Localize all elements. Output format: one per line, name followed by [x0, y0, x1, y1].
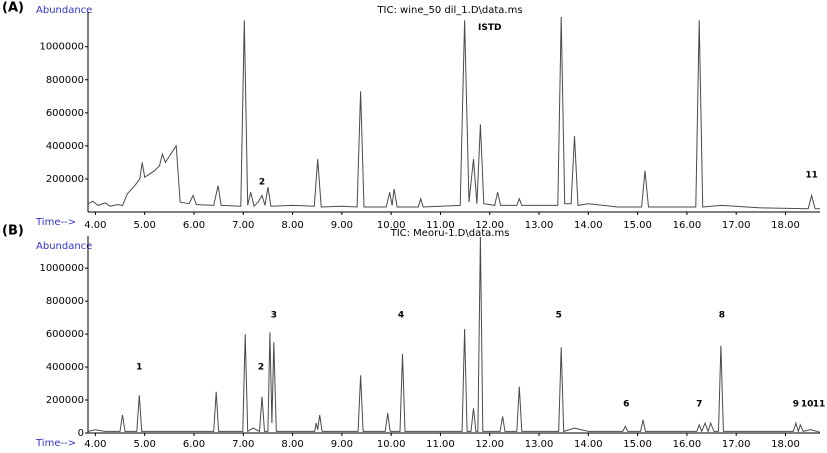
y-tick-label: 800000 — [46, 296, 84, 307]
peak-label: 6 — [623, 400, 629, 410]
x-tick-label: 10.00 — [377, 220, 406, 231]
peak-label: 10 — [801, 400, 814, 410]
x-tick-label: 13.00 — [525, 220, 554, 231]
panel-label: (A) — [2, 1, 24, 16]
tic-trace — [87, 16, 820, 210]
x-tick-label: 8.00 — [281, 439, 303, 450]
y-tick-label: 1000000 — [39, 42, 84, 53]
x-tick-label: 9.00 — [331, 220, 353, 231]
x-tick-label: 4.00 — [84, 220, 106, 231]
x-tick-label: 16.00 — [673, 439, 702, 450]
x-tick-label: 12.00 — [475, 220, 504, 231]
peak-label: 3 — [271, 311, 277, 321]
x-tick-label: 15.00 — [623, 220, 652, 231]
x-tick-label: 7.00 — [232, 220, 254, 231]
x-tick-label: 14.00 — [574, 220, 603, 231]
y-tick-label: 400000 — [46, 141, 84, 152]
y-tick-label: 600000 — [46, 329, 84, 340]
y-axis-label: Abundance — [36, 5, 92, 16]
y-tick-label: 600000 — [46, 108, 84, 119]
x-tick-label: 17.00 — [722, 439, 751, 450]
x-tick-label: 16.00 — [673, 220, 702, 231]
peak-label: 5 — [556, 311, 562, 321]
x-tick-label: 18.00 — [771, 439, 800, 450]
x-tick-label: 4.00 — [84, 439, 106, 450]
x-tick-label: 5.00 — [134, 220, 156, 231]
x-tick-label: 7.00 — [232, 439, 254, 450]
y-tick-label: 800000 — [46, 75, 84, 86]
chart-title: TIC: Meoru-1.D\data.ms — [390, 228, 510, 239]
y-tick-label: 200000 — [46, 395, 84, 406]
y-tick-label: 0 — [78, 428, 84, 439]
peak-label: 8 — [719, 311, 725, 321]
x-tick-label: 11.00 — [426, 220, 455, 231]
x-tick-label: 8.00 — [281, 220, 303, 231]
y-axis-label: Abundance — [36, 241, 92, 252]
y-tick-label: 1000000 — [39, 263, 84, 274]
x-axis-label: Time--> — [35, 438, 76, 449]
peak-label: 9 — [793, 400, 799, 410]
peak-label: 11 — [813, 400, 826, 410]
x-tick-label: 5.00 — [134, 439, 156, 450]
peak-label: 4 — [398, 311, 404, 321]
peak-label: 2 — [258, 363, 264, 373]
peak-label: 11 — [805, 170, 818, 180]
x-tick-label: 14.00 — [574, 439, 603, 450]
x-tick-label: 9.00 — [331, 439, 353, 450]
x-tick-label: 12.00 — [475, 439, 504, 450]
x-tick-label: 13.00 — [525, 439, 554, 450]
peak-label: 2 — [259, 178, 265, 188]
x-axis-label: Time--> — [35, 217, 76, 228]
peak-label: 1 — [136, 363, 142, 373]
x-tick-label: 10.00 — [377, 439, 406, 450]
x-tick-label: 6.00 — [183, 439, 205, 450]
peak-label: 7 — [696, 400, 702, 410]
panel-label: (B) — [2, 224, 24, 239]
x-tick-label: 6.00 — [183, 220, 205, 231]
x-tick-label: 17.00 — [722, 220, 751, 231]
y-tick-label: 200000 — [46, 174, 84, 185]
chart-title: TIC: wine_50 dil_1.D\data.ms — [376, 5, 522, 16]
y-tick-label: 400000 — [46, 362, 84, 373]
x-tick-label: 11.00 — [426, 439, 455, 450]
x-tick-label: 18.00 — [771, 220, 800, 231]
peak-label: ISTD — [478, 23, 501, 33]
x-tick-label: 15.00 — [623, 439, 652, 450]
tic-trace — [87, 236, 821, 434]
